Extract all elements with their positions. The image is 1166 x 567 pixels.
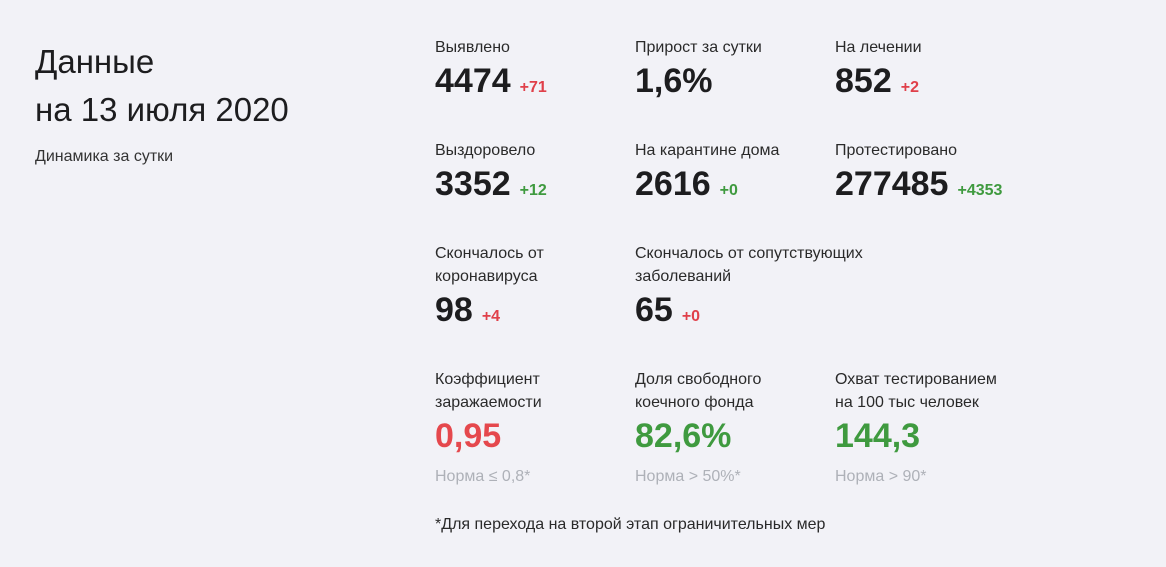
stat-delta: +12 (519, 182, 547, 199)
stat-died-covid: Скончалось от коронавируса 98 +4 (435, 242, 544, 330)
indicator-label-line1: Охват тестированием (835, 371, 997, 388)
indicator-testing-coverage: Охват тестированием на 100 тыс человек 1… (835, 368, 997, 486)
stat-value: 1,6% (635, 62, 713, 100)
stat-label-line2: заболеваний (635, 268, 732, 285)
indicator-label-line2: на 100 тыс человек (835, 394, 979, 411)
stat-label: Протестировано (835, 142, 958, 159)
stat-value: 4474 (435, 62, 511, 100)
stat-tested: Протестировано 277485 +4353 (835, 139, 1002, 204)
page-title-line2: на 13 июля 2020 (35, 91, 289, 128)
stat-delta: +0 (719, 182, 738, 199)
page-title: Данные на 13 июля 2020 (35, 38, 395, 134)
indicator-label-line1: Коэффициент (435, 371, 540, 388)
stat-value: 3352 (435, 165, 511, 203)
footnote: *Для перехода на второй этап ограничител… (435, 516, 826, 533)
stat-died-comorbid: Скончалось от сопутствующих заболеваний … (635, 242, 863, 330)
stat-label-line1: Скончалось от сопутствующих (635, 245, 863, 262)
stat-value: 2616 (635, 165, 711, 203)
stat-recovered: Выздоровело 3352 +12 (435, 139, 547, 204)
stat-delta: +4 (481, 308, 501, 325)
stat-label: Выявлено (435, 39, 510, 56)
stat-home-quarantine: На карантине дома 2616 +0 (635, 139, 779, 204)
stat-in-treatment: На лечении 852 +2 (835, 36, 922, 101)
indicator-value: 144,3 (835, 417, 921, 455)
stat-value: 852 (835, 62, 892, 100)
indicator-norm: Норма > 50%* (635, 468, 741, 485)
stat-delta: +4353 (957, 182, 1003, 199)
indicator-norm: Норма ≤ 0,8* (435, 468, 531, 485)
page-title-line1: Данные (35, 43, 155, 80)
stat-label-line2: коронавируса (435, 268, 538, 285)
indicator-free-beds: Доля свободного коечного фонда 82,6% Нор… (635, 368, 761, 486)
stat-detected: Выявлено 4474 +71 (435, 36, 547, 101)
stat-label: На лечении (835, 39, 922, 56)
stat-delta: +2 (900, 79, 919, 96)
page-subtitle: Динамика за сутки (35, 148, 174, 165)
stat-value: 277485 (835, 165, 949, 203)
stat-label: Прирост за сутки (635, 39, 762, 56)
stat-delta: +71 (519, 79, 547, 96)
stat-label-line1: Скончалось от (435, 245, 544, 262)
indicator-label-line2: коечного фонда (635, 394, 754, 411)
stat-delta: +0 (681, 308, 701, 325)
stat-value: 98 (435, 291, 473, 329)
indicator-value: 82,6% (635, 417, 732, 455)
indicator-value: 0,95 (435, 417, 502, 455)
indicator-label-line1: Доля свободного (635, 371, 762, 388)
stat-daily-growth: Прирост за сутки 1,6% (635, 36, 762, 101)
indicator-infection-rate: Коэффициент заражаемости 0,95 Норма ≤ 0,… (435, 368, 542, 486)
stat-value: 65 (635, 291, 673, 329)
indicator-norm: Норма > 90* (835, 468, 927, 485)
stat-label: Выздоровело (435, 142, 536, 159)
indicator-label-line2: заражаемости (435, 394, 542, 411)
stat-label: На карантине дома (635, 142, 780, 159)
